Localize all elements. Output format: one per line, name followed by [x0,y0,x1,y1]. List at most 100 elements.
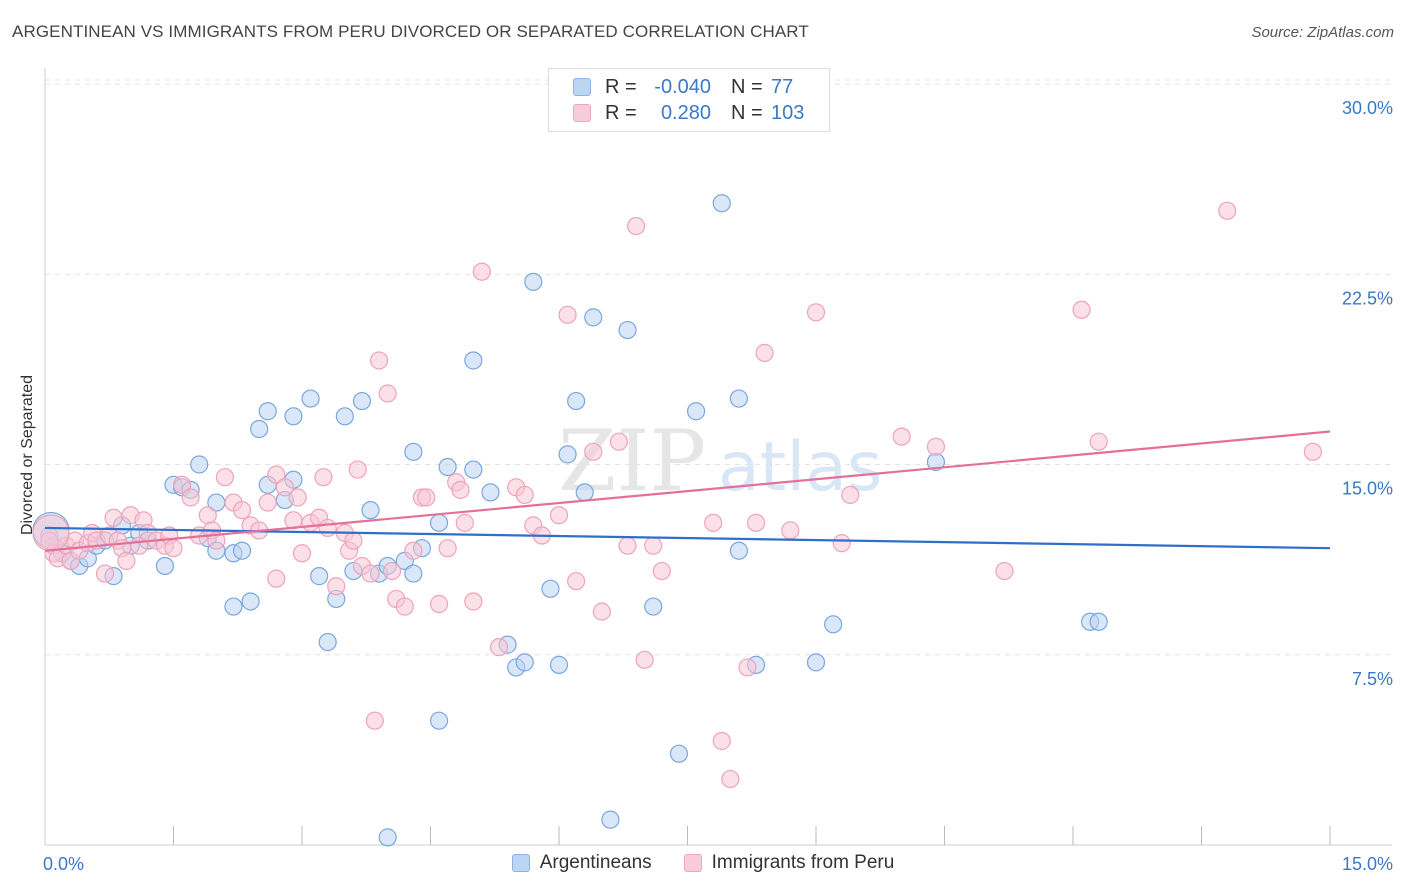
legend-n-label: N = [731,101,763,124]
point-peru [258,493,277,512]
point-peru [806,303,826,322]
legend-n-value: 77 [771,75,794,98]
point-argentineans [806,653,826,672]
point-argentineans [284,407,303,426]
point-peru [117,551,136,570]
data-points [32,194,1322,847]
point-argentineans [729,389,749,408]
point-argentineans [567,391,586,411]
point-peru [584,442,603,461]
point-argentineans [524,272,543,291]
point-peru [704,513,723,532]
point-peru [207,531,226,550]
point-peru [198,506,217,525]
point-argentineans [250,419,269,439]
point-peru [464,592,483,611]
point-peru [926,437,946,456]
point-argentineans [515,653,534,672]
point-peru [781,521,800,540]
point-peru [489,638,509,657]
point-peru [841,485,860,505]
legend-swatch-blue [511,854,530,872]
point-peru [618,536,637,555]
point-argentineans [378,828,397,847]
point-argentineans [438,457,457,477]
series-legend: Argentineans Immigrants from Peru [0,852,1406,874]
point-argentineans [541,579,560,598]
legend-swatch-blue [573,78,591,96]
trend-line-peru [44,430,1331,552]
point-peru [370,351,389,370]
point-peru [348,460,367,479]
point-argentineans [686,402,706,421]
y-tick-label: 15.0% [1342,479,1393,499]
point-peru [275,478,294,497]
point-argentineans [584,308,603,327]
stats-legend: R = -0.040 N = 77 R = 0.280 N = 103 [548,68,830,132]
chart-title: ARGENTINEAN VS IMMIGRANTS FROM PERU DIVO… [12,22,809,41]
point-argentineans [729,541,749,560]
point-peru [652,561,671,581]
point-peru [1218,201,1237,220]
point-peru [318,518,337,538]
x-tick-label: 0.0% [43,854,84,874]
point-peru [1072,300,1091,319]
point-argentineans [429,711,449,730]
point-peru [417,488,436,507]
grid-lines [45,79,1392,656]
point-argentineans [335,407,354,426]
point-peru [746,513,766,532]
point-peru [172,475,192,494]
point-peru [344,531,363,550]
legend-swatch-pink [683,854,702,872]
axes [44,68,1392,846]
point-argentineans [464,351,483,370]
legend-row-argentineans: R = -0.040 N = 77 [573,74,793,100]
point-peru [378,384,397,403]
point-peru [644,536,663,555]
point-argentineans [310,567,329,586]
point-peru [288,488,307,507]
legend-swatch-pink [573,104,591,122]
point-peru [738,658,757,677]
point-peru [472,262,491,281]
legend-r-value: 0.280 [660,101,711,124]
point-peru [181,488,200,507]
legend-n-label: N = [731,75,763,98]
point-peru [267,569,286,588]
point-peru [395,597,414,616]
point-peru [365,711,384,730]
y-tick-label: 22.5% [1342,288,1393,308]
point-peru [104,508,123,527]
point-peru [712,731,731,751]
point-peru [95,564,115,583]
point-argentineans [232,541,252,560]
point-argentineans [318,632,337,652]
point-peru [515,485,534,505]
point-argentineans [241,592,260,611]
point-argentineans [429,513,449,532]
point-argentineans [404,564,423,583]
point-peru [292,544,312,563]
point-argentineans [1089,612,1108,631]
y-tick-label: 30.0% [1342,98,1393,118]
point-argentineans [575,483,594,502]
tick-labels: 7.5% 15.0% 22.5% 30.0% 0.0% 15.0% [43,98,1393,874]
point-peru [892,427,911,446]
point-argentineans [824,615,843,634]
legend-label: Immigrants from Peru [711,852,895,873]
point-argentineans [669,744,689,763]
point-peru [609,432,629,451]
point-argentineans [361,501,380,520]
point-peru [215,468,234,487]
point-argentineans [404,442,423,461]
point-peru [635,650,654,669]
point-argentineans [190,455,209,474]
point-argentineans [549,655,569,674]
point-peru [558,305,577,324]
legend-label: Argentineans [539,852,652,873]
point-peru [832,534,851,553]
legend-r-label: R = [605,75,637,98]
point-argentineans [224,597,243,616]
point-argentineans [712,194,731,213]
